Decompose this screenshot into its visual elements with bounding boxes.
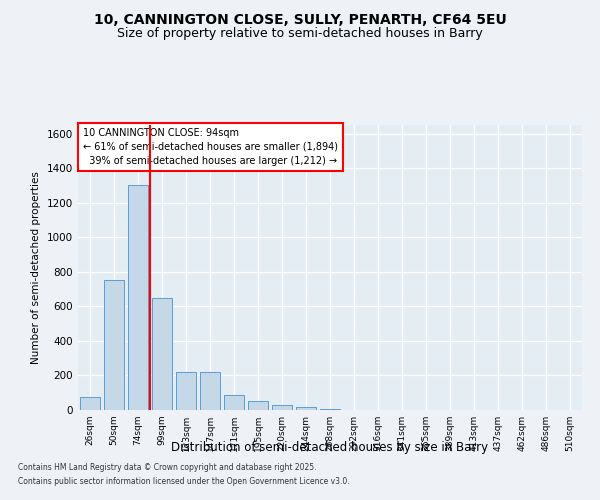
Bar	[200, 372, 220, 410]
Bar	[128, 186, 148, 410]
Text: Distribution of semi-detached houses by size in Barry: Distribution of semi-detached houses by …	[172, 441, 488, 454]
Text: 10, CANNINGTON CLOSE, SULLY, PENARTH, CF64 5EU: 10, CANNINGTON CLOSE, SULLY, PENARTH, CF…	[94, 12, 506, 26]
Text: Contains public sector information licensed under the Open Government Licence v3: Contains public sector information licen…	[18, 477, 350, 486]
Bar	[296, 406, 316, 410]
Bar	[104, 280, 124, 410]
Bar	[320, 409, 340, 410]
Text: 10 CANNINGTON CLOSE: 94sqm
← 61% of semi-detached houses are smaller (1,894)
  3: 10 CANNINGTON CLOSE: 94sqm ← 61% of semi…	[83, 128, 338, 166]
Bar	[176, 372, 196, 410]
Bar	[272, 405, 292, 410]
Bar	[152, 298, 172, 410]
Bar	[248, 402, 268, 410]
Bar	[224, 396, 244, 410]
Bar	[80, 397, 100, 410]
Text: Size of property relative to semi-detached houses in Barry: Size of property relative to semi-detach…	[117, 28, 483, 40]
Y-axis label: Number of semi-detached properties: Number of semi-detached properties	[31, 171, 41, 364]
Text: Contains HM Land Registry data © Crown copyright and database right 2025.: Contains HM Land Registry data © Crown c…	[18, 464, 317, 472]
